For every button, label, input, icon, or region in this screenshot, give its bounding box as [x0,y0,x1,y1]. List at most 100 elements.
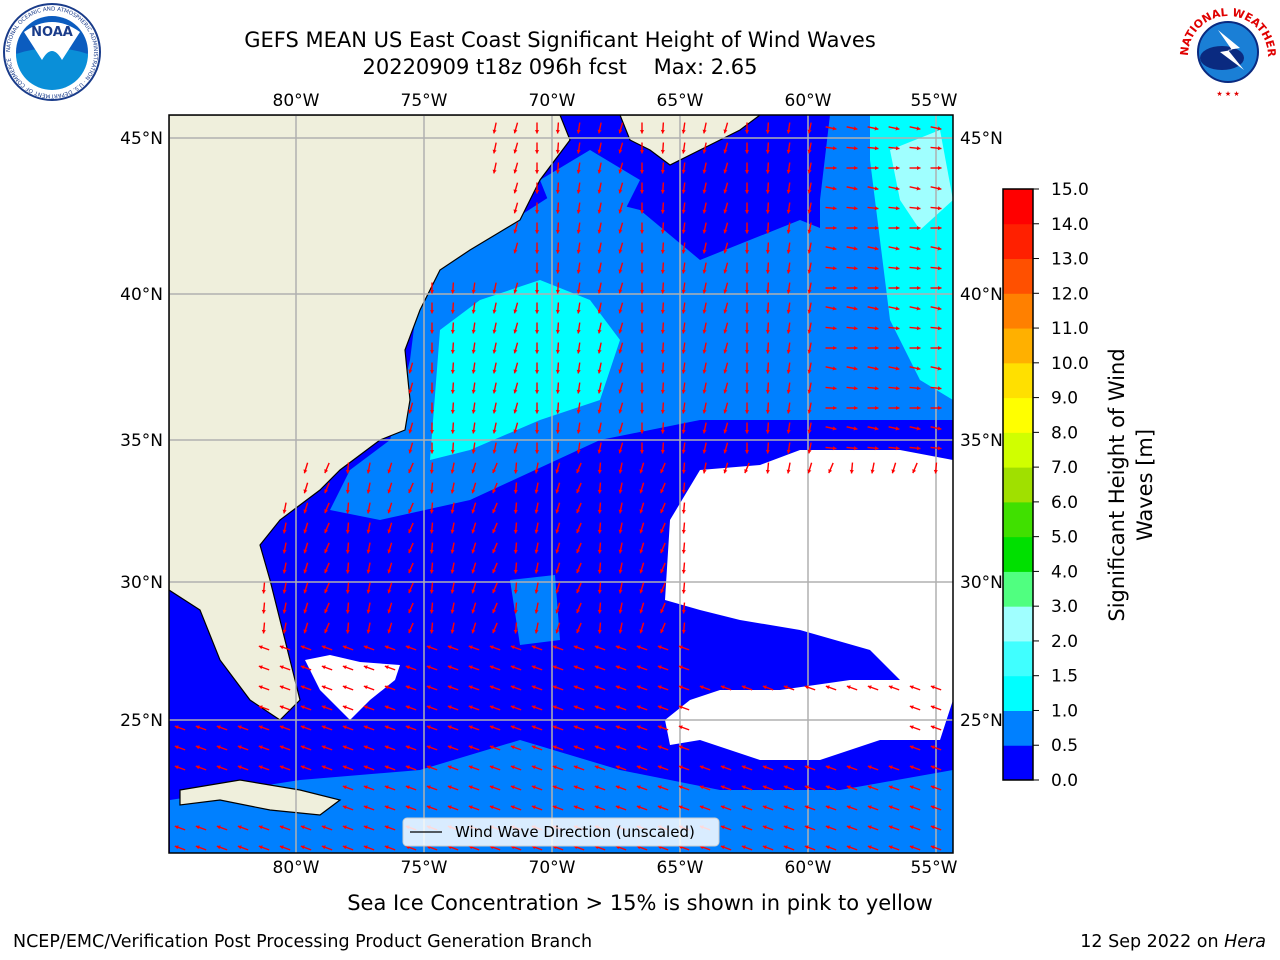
wave-arrow-head [639,370,645,374]
wave-arrow-head [765,249,770,254]
wave-arrow-head [405,725,410,730]
wave-arrow-head [916,426,921,431]
wave-arrow-head [699,785,704,790]
wave-arrow-head [513,609,518,614]
wave-arrow-head [471,489,476,494]
wave-arrow-head [597,609,602,614]
wave-arrow-head [552,745,557,750]
wave-arrow-head [429,469,434,474]
wave-arrow-head [555,209,560,214]
wave-arrow-head [639,170,645,174]
wave-arrow-head [702,409,707,414]
wave-arrow-head [552,645,557,650]
wave-arrow-head [765,149,770,154]
wave-arrow-head [853,386,858,391]
wave-arrow-head [807,329,812,334]
wave-arrow-head [450,469,455,474]
wave-arrow-head [618,489,623,494]
wave-arrow-head [804,785,809,790]
wave-arrow-head [678,725,683,730]
wave-arrow-head [681,309,686,314]
wave-arrow-head [639,350,645,354]
wave-arrow-head [576,189,581,194]
wave-arrow-head [846,685,851,690]
wave-arrow-head [450,409,455,414]
wave-arrow-head [636,645,641,650]
wave-arrow-head [874,306,879,311]
colorbar-tick-label: 8.0 [1051,423,1078,443]
wave-arrow-head [576,129,581,134]
wave-arrow-head [765,409,770,414]
wave-arrow-head [720,845,725,850]
wave-arrow-head [531,805,536,810]
wave-arrow-head [366,469,371,474]
wind-wave-arrows [174,122,942,851]
wave-arrow-head [492,549,497,554]
wave-arrow-head [429,410,435,414]
wave-arrow-head [384,665,389,670]
wave-arrow-head [783,765,788,770]
wave-arrow-head [702,229,707,234]
wave-arrow-head [597,549,602,554]
wave-arrow-head [429,489,434,494]
wave-arrow-head [555,289,560,294]
wave-arrow-head [576,269,581,274]
wave-arrow-head [366,609,371,614]
wave-arrow-head [853,246,858,251]
wave-arrow-head [552,765,557,770]
wave-arrow-head [471,589,476,594]
wave-arrow-head [874,126,879,131]
wave-arrow-head [853,446,858,451]
wave-arrow-head [279,825,284,830]
wave-arrow-head [492,469,497,474]
wave-arrow-head [874,386,879,391]
wave-arrow-head [513,509,518,514]
wave-arrow-head [408,489,413,494]
colorbar-tick-label: 0.5 [1051,736,1078,756]
wave-arrow-head [895,446,900,451]
wave-arrow-head [762,785,767,790]
wave-arrow-head [384,725,389,730]
wave-arrow-head [783,685,788,690]
wave-arrow-head [282,589,287,594]
wave-arrow-head [723,389,728,394]
wave-arrow-head [895,126,900,131]
wave-arrow-head [636,765,641,770]
wave-arrow-head [237,765,242,770]
wave-arrow-head [216,725,221,730]
wave-arrow-head [258,685,263,690]
wave-arrow-head [762,825,767,830]
wave-arrow-head [534,430,540,434]
wave-arrow-head [930,705,935,710]
wave-arrow-head [874,146,879,151]
nws-logo: NATIONAL WEATHER SERVICE ★ ★ ★ [1176,0,1278,100]
wave-arrow-head [534,350,540,354]
wave-arrow-head [576,309,581,314]
wave-arrow-head [681,509,686,514]
wave-arrow-head [681,549,686,554]
wave-arrow-head [895,426,900,431]
wave-arrow-head [300,685,305,690]
wave-arrow-head [804,805,809,810]
wave-zone-1-0 [430,280,620,460]
wave-arrow-head [510,665,515,670]
wave-arrow-head [447,645,452,650]
wave-arrow-head [678,645,683,650]
colorbar-ticks: 0.0 0.5 1.0 1.5 2.0 3.0 4.0 5.0 6.0 7.0 8.0 9.0 10.0… [1033,180,1089,791]
wave-arrow-head [807,369,812,374]
wave-arrow-head [909,705,914,710]
wave-arrow-head [450,489,455,494]
wave-arrow-head [366,629,371,634]
wave-arrow-head [492,369,497,374]
wave-arrow-head [937,326,942,331]
wave-arrow-head [387,629,392,634]
wave-arrow-head [807,349,812,354]
wave-arrow-head [744,469,749,474]
wave-arrow-head [916,366,921,371]
wave-arrow-head [531,685,536,690]
wave-arrow-head [744,130,750,134]
lat-label: 30°N [960,573,1003,593]
wave-arrow-head [345,489,350,494]
cuba-land [179,779,342,816]
wave-arrow-head [916,326,921,331]
